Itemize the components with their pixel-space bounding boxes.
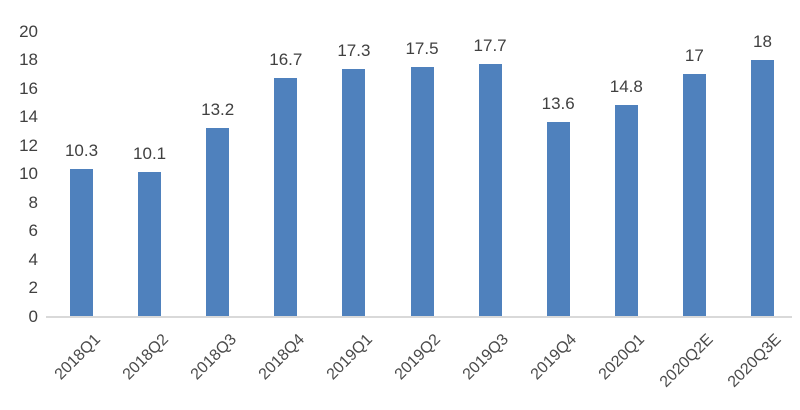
bar-value-label: 10.3 bbox=[64, 141, 99, 161]
y-tick-label: 0 bbox=[28, 306, 38, 326]
x-tick-label: 2019Q2 bbox=[391, 331, 445, 384]
bar bbox=[614, 105, 638, 316]
bar-value-label: 17.3 bbox=[337, 41, 371, 61]
bar bbox=[274, 78, 298, 316]
bar-value-label: 17 bbox=[684, 45, 704, 65]
bar-value-label: 13.2 bbox=[201, 99, 235, 119]
y-tick-label: 14 bbox=[19, 107, 38, 126]
y-tick-label: 4 bbox=[28, 249, 38, 269]
x-axis-line bbox=[46, 316, 792, 318]
bar bbox=[138, 172, 162, 316]
bar-value-label: 14.8 bbox=[609, 77, 643, 97]
bar bbox=[342, 69, 366, 316]
x-tick-label: 2019Q3 bbox=[459, 331, 513, 384]
bar-value-label: 18 bbox=[753, 31, 772, 51]
y-tick-label: 6 bbox=[28, 221, 38, 240]
bar-value-label: 13.6 bbox=[541, 94, 575, 114]
y-tick-label: 8 bbox=[28, 192, 38, 212]
x-tick-label: 2018Q3 bbox=[187, 331, 240, 384]
bar-value-label: 17.7 bbox=[473, 35, 507, 55]
y-tick-label: 18 bbox=[19, 50, 38, 69]
y-tick-label: 2 bbox=[28, 278, 38, 297]
bar bbox=[410, 66, 434, 316]
x-tick-label: 2020Q3E bbox=[724, 331, 785, 391]
x-tick-label: 2019Q1 bbox=[323, 331, 376, 384]
y-tick-label: 12 bbox=[19, 135, 38, 155]
y-tick-label: 20 bbox=[19, 21, 38, 41]
x-tick-label: 2019Q4 bbox=[527, 331, 581, 384]
x-tick-label: 2018Q2 bbox=[119, 331, 172, 384]
bar bbox=[546, 122, 570, 316]
y-tick-label: 16 bbox=[19, 78, 38, 98]
x-tick-label: 2018Q1 bbox=[51, 331, 104, 384]
bar bbox=[751, 59, 774, 316]
bar bbox=[206, 127, 230, 316]
bar-value-label: 16.7 bbox=[269, 50, 303, 70]
x-tick-label: 2020Q1 bbox=[596, 331, 649, 384]
y-tick-label: 10 bbox=[19, 164, 38, 183]
x-tick-label: 2020Q2E bbox=[656, 331, 717, 391]
bar-value-label: 10.1 bbox=[133, 144, 167, 164]
bar-value-label: 17.5 bbox=[405, 38, 439, 58]
bar bbox=[682, 73, 706, 316]
bar bbox=[70, 169, 93, 316]
x-tick-label: 2018Q4 bbox=[255, 331, 308, 384]
bar bbox=[478, 63, 502, 316]
